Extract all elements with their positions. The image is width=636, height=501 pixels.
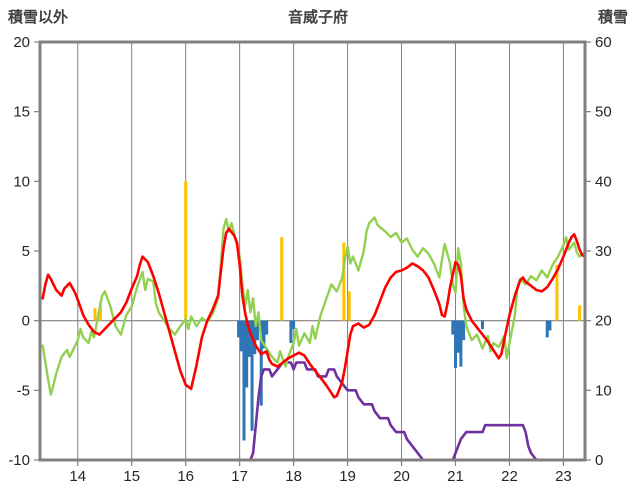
x-tick-label: 23 bbox=[555, 468, 572, 485]
left-tick-label: -10 bbox=[8, 452, 30, 469]
right-tick-label: 50 bbox=[595, 104, 612, 121]
left-tick-label: 5 bbox=[22, 243, 30, 260]
x-tick-label: 16 bbox=[177, 468, 194, 485]
x-tick-label: 20 bbox=[393, 468, 410, 485]
right-tick-label: 20 bbox=[595, 313, 612, 330]
right-tick-label: 0 bbox=[595, 452, 603, 469]
x-tick-label: 19 bbox=[339, 468, 356, 485]
x-tick-label: 14 bbox=[69, 468, 86, 485]
right-tick-label: 60 bbox=[595, 34, 612, 51]
orange-bars bbox=[93, 181, 582, 321]
right-tick-label: 40 bbox=[595, 173, 612, 190]
x-tick-label: 21 bbox=[447, 468, 464, 485]
right-axis-title: 積雪 bbox=[597, 9, 628, 26]
plot-frame bbox=[38, 40, 587, 462]
left-tick-label: 0 bbox=[22, 313, 30, 330]
chart-title: 音威子府 bbox=[287, 9, 348, 26]
left-tick-label: -5 bbox=[17, 382, 30, 399]
tick-marks bbox=[34, 41, 591, 466]
right-tick-label: 10 bbox=[595, 382, 612, 399]
right-tick-label: 30 bbox=[595, 243, 612, 260]
x-tick-label: 17 bbox=[231, 468, 248, 485]
left-tick-label: 10 bbox=[13, 173, 30, 190]
x-tick-label: 18 bbox=[285, 468, 302, 485]
left-tick-label: 20 bbox=[13, 34, 30, 51]
red-line bbox=[41, 227, 587, 399]
left-tick-label: 15 bbox=[13, 104, 30, 121]
snow-depth-purple bbox=[38, 361, 587, 462]
gridlines bbox=[77, 42, 564, 460]
left-axis-title: 積雪以外 bbox=[8, 9, 69, 26]
x-tick-label: 22 bbox=[501, 468, 518, 485]
x-tick-label: 15 bbox=[123, 468, 140, 485]
